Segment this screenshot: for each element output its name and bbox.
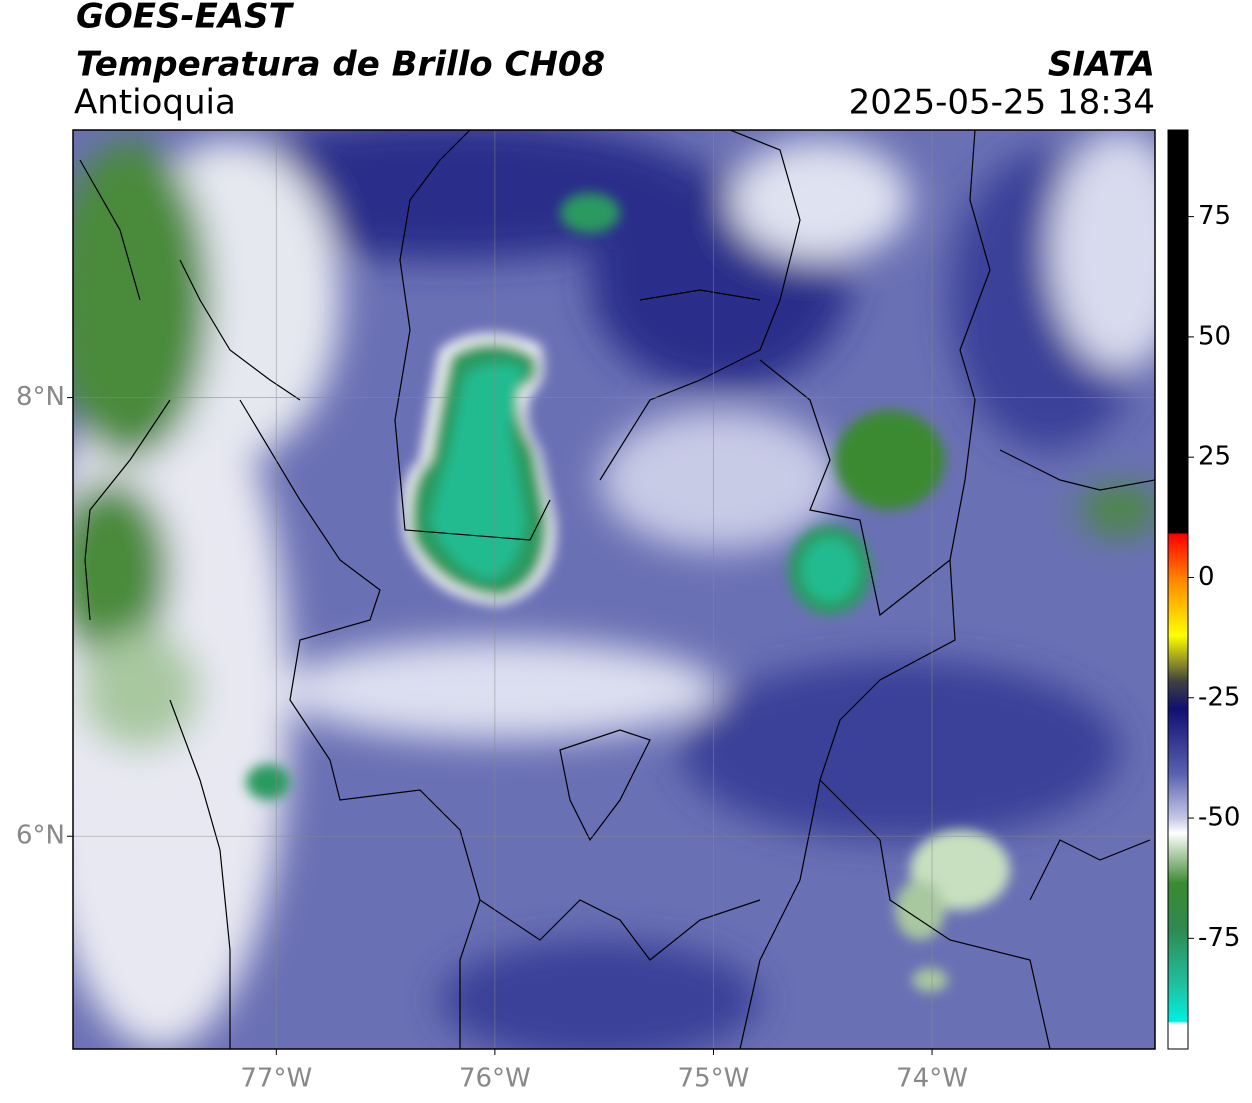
colorbar-tick-label: -75 <box>1198 923 1240 953</box>
lon-tick-label: 75°W <box>678 1064 750 1094</box>
colorbar-tick-label: 25 <box>1198 442 1231 472</box>
source: SIATA <box>1048 45 1155 85</box>
lat-tick-label: 6°N <box>16 821 65 851</box>
map-image <box>73 130 1155 1049</box>
product: Temperatura de Brillo CH08 <box>76 45 605 85</box>
map-frame <box>72 129 1156 1050</box>
colorbar-tick-label: -50 <box>1198 803 1240 833</box>
colorbar <box>1167 129 1189 1050</box>
lon-tick-label: 76°W <box>459 1064 531 1094</box>
colorbar-tick-label: 75 <box>1198 201 1231 231</box>
satellite: GOES-EAST <box>76 0 295 37</box>
colorbar-tick-label: 50 <box>1198 321 1231 351</box>
region: Antioquia <box>74 83 236 123</box>
lat-tick-label: 8°N <box>16 382 65 412</box>
colorbar-tick-label: -25 <box>1198 682 1240 712</box>
timestamp: 2025-05-25 18:34 <box>849 83 1155 123</box>
colorbar-tick-label: 0 <box>1198 562 1215 592</box>
lon-tick-label: 77°W <box>240 1064 312 1094</box>
lon-tick-label: 74°W <box>896 1064 968 1094</box>
